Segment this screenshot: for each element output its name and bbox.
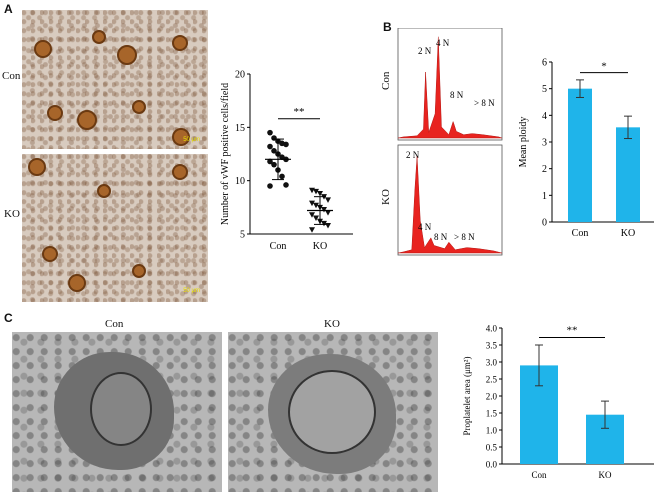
data-point [267, 129, 273, 136]
x-tick-label: KO [599, 470, 612, 480]
peak-label: 2 N [418, 46, 432, 56]
data-point [271, 161, 277, 168]
y-tick-label: 2.5 [486, 375, 498, 385]
x-tick-label: KO [621, 228, 635, 239]
x-tick-label: Con [270, 241, 287, 252]
data-point [309, 227, 315, 233]
y-tick-label: 1.0 [486, 426, 498, 436]
y-tick-label: 20 [235, 70, 245, 81]
peak-label: 4 N [436, 38, 450, 48]
ihc-image-con: 50 μm [22, 10, 208, 149]
data-point [309, 212, 315, 218]
data-point [267, 143, 273, 150]
data-point [271, 148, 277, 154]
x-tick-label: KO [313, 241, 327, 252]
bar [568, 88, 592, 222]
y-tick-label: 6 [542, 58, 547, 69]
y-tick-label: 3.0 [486, 358, 498, 368]
histogram-con [397, 28, 503, 141]
y-tick-label: 3.5 [486, 341, 498, 351]
histogram-curve [397, 155, 502, 254]
data-point [325, 210, 331, 216]
data-point [309, 200, 315, 207]
peak-label: 8 N [450, 90, 464, 100]
y-axis-label: Number of vWF positive cells/field [220, 83, 231, 225]
scale-bar-label: 50 μm [183, 137, 200, 143]
x-tick-label: Con [531, 470, 547, 480]
data-point [279, 173, 285, 180]
y-axis-label: Mean ploidy [518, 117, 529, 168]
data-point [267, 183, 273, 189]
flow-row-label-con: Con [380, 71, 392, 90]
data-point [267, 158, 273, 165]
peak-label: 4 N [418, 222, 432, 232]
y-tick-label: 3 [542, 138, 547, 149]
y-tick-label: 15 [235, 123, 245, 134]
peak-label: 8 N [434, 232, 448, 242]
data-point [325, 222, 331, 229]
flow-row-label-ko: KO [380, 189, 392, 205]
histogram-curve [397, 36, 502, 139]
data-point [283, 182, 289, 188]
y-tick-label: 10 [235, 176, 245, 187]
y-tick-label: 1.5 [486, 409, 498, 419]
data-point [321, 206, 327, 213]
data-point [321, 220, 327, 227]
histogram-frame [397, 28, 503, 141]
data-point [313, 202, 319, 209]
peak-label: 2 N [406, 150, 420, 160]
row-label-con: Con [2, 70, 21, 82]
y-tick-label: 4.0 [486, 324, 498, 334]
col-label-ko: KO [324, 318, 340, 330]
y-tick-label: 0.0 [486, 460, 498, 470]
panel-letter-c: C [4, 311, 13, 325]
data-point [313, 188, 319, 195]
significance-label: * [601, 61, 607, 73]
tem-image-con [12, 332, 222, 492]
peak-label: > 8 N [474, 98, 495, 108]
y-tick-label: 2.0 [486, 392, 498, 402]
y-tick-label: 4 [542, 111, 547, 122]
y-tick-label: 5 [542, 84, 547, 95]
significance-label: ** [567, 325, 578, 337]
data-point [317, 190, 323, 197]
y-tick-label: 1 [542, 191, 547, 202]
data-point [283, 141, 289, 148]
significance-label: ** [294, 106, 305, 118]
ihc-image-ko: 50 μm [22, 154, 208, 302]
tem-image-ko [228, 332, 438, 492]
bar [616, 127, 640, 222]
col-label-con: Con [105, 318, 124, 330]
x-tick-label: Con [572, 228, 589, 239]
data-point [313, 215, 319, 221]
data-point [325, 197, 331, 203]
vwf-scatter-chart: 5 10 15 20 Number of vWF positive cells/fiel… [220, 70, 353, 252]
proplatelet-bar-chart: 0.0 0.5 1.0 1.5 2.0 2.5 3.0 3.5 4.0 Proplatelet a… [462, 324, 654, 480]
y-tick-label: 0.5 [486, 443, 498, 453]
flow-histograms: 2 N4 N8 N> 8 N2 N4 N8 N > 8 N [397, 28, 503, 256]
row-label-ko: KO [4, 208, 20, 220]
y-axis-label: Proplatelet area (μm²) [462, 357, 472, 436]
peak-label: > 8 N [454, 232, 475, 242]
histogram-ko [397, 144, 503, 256]
y-tick-label: 5 [240, 230, 245, 241]
panel-letter-a: A [4, 2, 13, 16]
scale-bar-label: 50 μm [183, 288, 200, 294]
y-tick-label: 0 [542, 218, 547, 229]
panel-letter-b: B [383, 20, 392, 34]
ploidy-bar-chart: 0 1 2 3 4 5 6 Mean ploidy Con KO * [518, 58, 654, 239]
y-tick-label: 2 [542, 164, 547, 175]
